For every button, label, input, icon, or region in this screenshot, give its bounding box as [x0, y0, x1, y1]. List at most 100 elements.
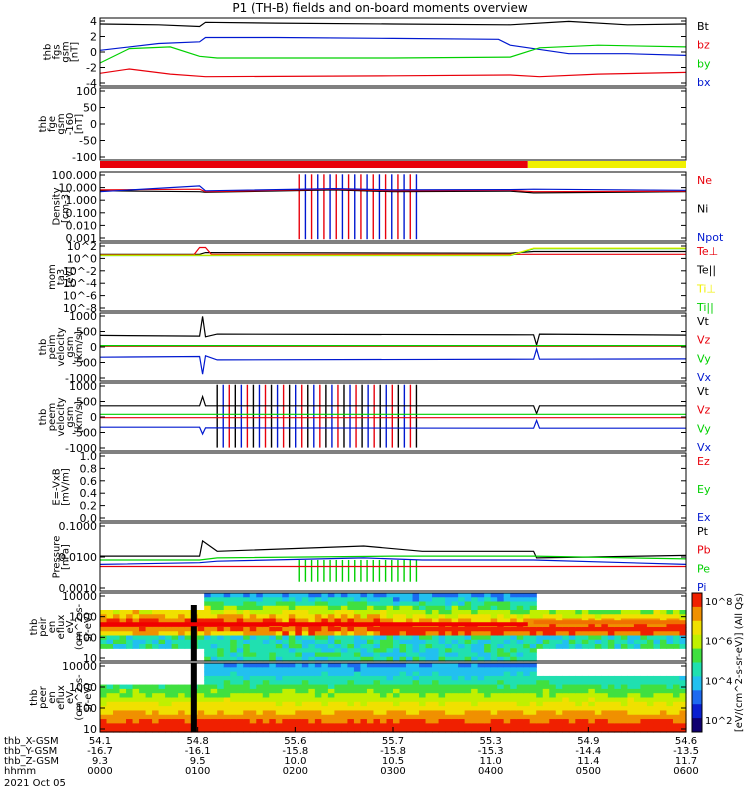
heatmap-cell — [249, 652, 257, 658]
heatmap-cell — [471, 652, 479, 658]
colorbar-segment — [692, 662, 702, 677]
heatmap-cell — [353, 706, 362, 712]
heatmap-cell — [230, 714, 238, 720]
heatmap-cell — [275, 693, 283, 699]
y-tick-label: -2 — [86, 62, 97, 75]
heatmap-cell — [301, 710, 309, 716]
heatmap-cell — [406, 644, 414, 649]
heatmap-cell — [503, 688, 511, 694]
heatmap-cell — [327, 631, 335, 637]
heatmap-cell — [484, 719, 492, 724]
heatmap-cell — [106, 644, 114, 649]
heatmap-cell — [217, 719, 225, 724]
heatmap-cell — [568, 697, 576, 703]
heatmap-cell — [269, 671, 277, 677]
heatmap-cell — [197, 693, 205, 699]
heatmap-cell — [536, 675, 544, 681]
heatmap-cell — [503, 701, 511, 707]
heatmap-cell — [210, 605, 218, 611]
heatmap-cell — [412, 701, 420, 707]
heatmap-cell — [588, 635, 596, 641]
heatmap-cell — [529, 675, 537, 681]
heatmap-cell — [139, 635, 147, 641]
x-row-value: -16.7 — [87, 746, 113, 757]
heatmap-cell — [575, 644, 583, 649]
heatmap-cell — [321, 631, 329, 637]
legend-by: by — [697, 57, 711, 70]
heatmap-cell — [243, 610, 251, 615]
heatmap-cell — [217, 635, 225, 641]
heatmap-cell — [379, 656, 388, 662]
heatmap-cell — [230, 597, 238, 603]
heatmap-cell — [627, 644, 635, 649]
heatmap-cell — [666, 723, 674, 729]
heatmap-cell — [640, 610, 648, 615]
plot-title: P1 (TH-B) fields and on-board moments ov… — [232, 1, 528, 15]
heatmap-cell — [568, 719, 576, 724]
heatmap-cell — [236, 614, 244, 620]
heatmap-cell — [425, 614, 433, 620]
heatmap-cell — [386, 656, 394, 662]
heatmap-cell — [549, 723, 557, 729]
heatmap-cell — [262, 663, 270, 668]
heatmap-cell — [347, 667, 355, 673]
heatmap-cell — [497, 714, 505, 720]
y-tick-label: 0 — [90, 46, 97, 59]
heatmap-cell — [581, 614, 589, 620]
heatmap-cell — [399, 618, 407, 624]
heatmap-cell — [490, 605, 498, 611]
heatmap-cell — [379, 688, 388, 694]
colorbar-tick-label: 10^6 — [705, 637, 732, 648]
heatmap-cell — [275, 701, 283, 707]
heatmap-cell — [321, 614, 329, 620]
heatmap-cell — [575, 622, 583, 628]
heatmap-cell — [360, 693, 368, 699]
heatmap-cell — [659, 622, 668, 628]
heatmap-cell — [340, 639, 349, 645]
heatmap-cell — [249, 680, 257, 686]
y-tick-label: -1000 — [65, 372, 97, 385]
heatmap-cell — [249, 723, 257, 729]
heatmap-cell — [399, 663, 407, 668]
heatmap-cell — [438, 667, 446, 673]
heatmap-cell — [223, 727, 231, 733]
heatmap-cell — [425, 610, 433, 615]
heatmap-cell — [126, 697, 134, 703]
y-tick-label: -500 — [72, 357, 97, 370]
heatmap-cell — [640, 714, 648, 720]
heatmap-cell — [269, 635, 277, 641]
heatmap-cell — [464, 688, 472, 694]
heatmap-cell — [230, 684, 238, 690]
heatmap-cell — [536, 710, 544, 716]
heatmap-cell — [256, 697, 264, 703]
heatmap-cell — [321, 706, 329, 712]
heatmap-cell — [419, 593, 427, 598]
heatmap-cell — [145, 618, 153, 624]
ion-peak-band — [533, 620, 686, 625]
heatmap-cell — [204, 635, 212, 641]
heatmap-cell — [386, 601, 394, 607]
heatmap-cell — [249, 618, 257, 624]
heatmap-cell — [575, 688, 583, 694]
heatmap-cell — [549, 719, 557, 724]
heatmap-cell — [536, 688, 544, 694]
heatmap-cell — [393, 693, 401, 699]
heatmap-cell — [373, 656, 381, 662]
heatmap-cell — [627, 631, 635, 637]
heatmap-cell — [236, 618, 244, 624]
heatmap-cell — [230, 639, 238, 645]
heatmap-cell — [230, 723, 238, 729]
heatmap-cell — [145, 714, 153, 720]
x-row-value: -13.5 — [673, 746, 699, 757]
heatmap-cell — [210, 719, 218, 724]
heatmap-cell — [445, 618, 453, 624]
heatmap-cell — [178, 684, 186, 690]
heatmap-cell — [210, 688, 218, 694]
heatmap-cell — [217, 727, 225, 733]
heatmap-cell — [262, 688, 270, 694]
heatmap-cell — [275, 639, 283, 645]
heatmap-cell — [640, 635, 648, 641]
heatmap-cell — [197, 614, 205, 620]
heatmap-cell — [210, 627, 218, 632]
heatmap-cell — [132, 688, 140, 694]
